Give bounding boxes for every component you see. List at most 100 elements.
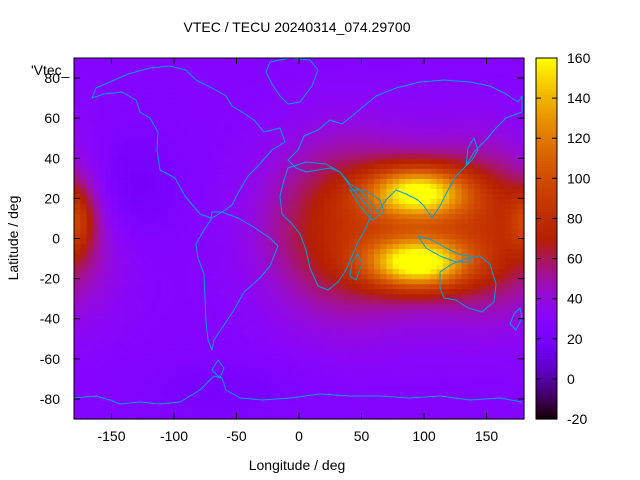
heatmap-cell xyxy=(436,183,444,189)
heatmap-cell xyxy=(230,333,238,340)
heatmap-cell xyxy=(80,308,88,315)
heatmap-cell xyxy=(336,253,344,260)
heatmap-cell xyxy=(192,248,200,255)
heatmap-cell xyxy=(424,398,431,405)
heatmap-cell xyxy=(267,338,275,345)
heatmap-cell xyxy=(299,178,306,184)
heatmap-cell xyxy=(130,313,138,320)
heatmap-cell xyxy=(474,193,481,199)
heatmap-cell xyxy=(280,153,288,159)
heatmap-cell xyxy=(86,133,94,139)
heatmap-cell xyxy=(249,83,256,89)
heatmap-cell xyxy=(349,88,356,94)
heatmap-cell xyxy=(92,238,100,245)
heatmap-cell xyxy=(405,278,413,285)
heatmap-cell xyxy=(349,223,356,230)
heatmap-cell xyxy=(399,128,406,134)
heatmap-cell xyxy=(374,168,381,174)
heatmap-cell xyxy=(255,183,263,189)
heatmap-cell xyxy=(80,88,88,94)
heatmap-cell xyxy=(411,168,419,174)
heatmap-cell xyxy=(461,143,469,149)
heatmap-cell xyxy=(111,98,119,104)
heatmap-cell xyxy=(111,293,119,300)
heatmap-cell xyxy=(199,303,206,310)
heatmap-cell xyxy=(492,143,500,149)
heatmap-cell xyxy=(242,78,250,84)
heatmap-cell xyxy=(436,243,444,250)
heatmap-cell xyxy=(492,288,500,295)
heatmap-cell xyxy=(386,278,394,285)
heatmap-cell xyxy=(411,293,419,300)
heatmap-cell xyxy=(286,293,294,300)
heatmap-cell xyxy=(217,103,225,109)
heatmap-cell xyxy=(161,88,169,94)
heatmap-cell xyxy=(236,168,244,174)
heatmap-cell xyxy=(174,288,181,295)
heatmap-cell xyxy=(361,388,369,395)
heatmap-cell xyxy=(417,298,425,305)
heatmap-cell xyxy=(324,413,331,420)
heatmap-cell xyxy=(267,258,275,265)
heatmap-cell xyxy=(499,138,506,144)
heatmap-cell xyxy=(249,68,256,74)
heatmap-cell xyxy=(467,388,475,395)
heatmap-cell xyxy=(180,93,188,99)
heatmap-cell xyxy=(449,368,456,375)
heatmap-cell xyxy=(186,413,194,420)
heatmap-cell xyxy=(392,218,400,225)
heatmap-cell xyxy=(217,288,225,295)
heatmap-cell xyxy=(274,338,281,345)
heatmap-cell xyxy=(324,328,331,335)
heatmap-cell xyxy=(367,128,375,134)
heatmap-cell xyxy=(274,193,281,199)
heatmap-cell xyxy=(324,103,331,109)
heatmap-cell xyxy=(155,133,163,139)
heatmap-cell xyxy=(430,168,438,174)
heatmap-cell xyxy=(436,403,444,410)
heatmap-cell xyxy=(411,183,419,189)
heatmap-cell xyxy=(317,193,325,199)
heatmap-cell xyxy=(174,193,181,199)
heatmap-cell xyxy=(461,183,469,189)
heatmap-cell xyxy=(192,343,200,350)
heatmap-cell xyxy=(436,143,444,149)
heatmap-cell xyxy=(105,398,113,405)
heatmap-cell xyxy=(417,113,425,119)
heatmap-cell xyxy=(324,373,331,380)
heatmap-cell xyxy=(474,273,481,280)
heatmap-cell xyxy=(336,193,344,199)
heatmap-cell xyxy=(480,88,488,94)
heatmap-cell xyxy=(280,108,288,114)
heatmap-cell xyxy=(255,168,263,174)
heatmap-cell xyxy=(330,178,338,184)
heatmap-cell xyxy=(242,73,250,79)
heatmap-cell xyxy=(417,383,425,390)
heatmap-cell xyxy=(155,303,163,310)
heatmap-cell xyxy=(292,288,300,295)
heatmap-cell xyxy=(361,373,369,380)
heatmap-cell xyxy=(105,68,113,74)
heatmap-cell xyxy=(130,253,138,260)
heatmap-cell xyxy=(111,403,119,410)
heatmap-cell xyxy=(417,268,425,275)
heatmap-cell xyxy=(449,173,456,179)
heatmap-cell xyxy=(305,263,313,270)
heatmap-cell xyxy=(492,373,500,380)
heatmap-cell xyxy=(199,168,206,174)
heatmap-cell xyxy=(111,58,119,64)
heatmap-cell xyxy=(355,158,363,164)
heatmap-cell xyxy=(486,383,494,390)
heatmap-cell xyxy=(142,108,150,114)
heatmap-cell xyxy=(392,123,400,129)
heatmap-cell xyxy=(180,88,188,94)
heatmap-cell xyxy=(124,243,131,250)
heatmap-cell xyxy=(455,108,463,114)
heatmap-cell xyxy=(99,208,106,215)
heatmap-cell xyxy=(117,278,125,285)
heatmap-cell xyxy=(261,358,269,365)
heatmap-cell xyxy=(417,98,425,104)
heatmap-cell xyxy=(380,363,388,370)
heatmap-cell xyxy=(224,148,231,154)
heatmap-cell xyxy=(386,253,394,260)
